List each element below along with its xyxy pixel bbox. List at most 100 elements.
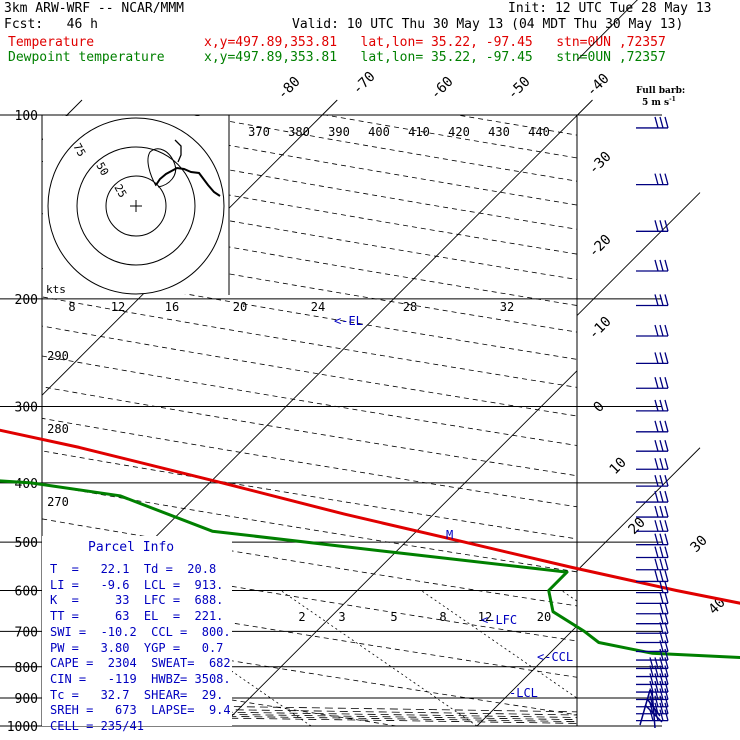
- barb-key-units-exponent: -1: [669, 96, 676, 103]
- hodograph-ring: [105, 175, 167, 237]
- wind-barb-flag: [659, 377, 664, 389]
- wind-barb: [636, 622, 669, 634]
- wind-barb-flag: [649, 665, 654, 677]
- wind-barb-flag: [654, 533, 659, 545]
- pressure-label-900: 900: [15, 692, 38, 707]
- plot-frame: [41, 114, 578, 727]
- wind-barb-flag: [659, 259, 664, 272]
- wind-barb-flag: [664, 673, 669, 685]
- init-time: Init: 12 UTC Tue 28 May 13: [508, 1, 712, 16]
- barb-key-units-value: 5 m s: [642, 98, 670, 108]
- wind-barb-flag: [664, 612, 669, 624]
- wind-barb-flag: [664, 490, 669, 503]
- wind-barb: [636, 420, 669, 433]
- annotation-el: <-EL: [334, 314, 363, 328]
- theta-label: 440: [528, 125, 550, 139]
- hodograph-trace: [147, 148, 177, 188]
- mixing-ratio-label: 16: [165, 300, 179, 314]
- pressure-label-600: 600: [15, 584, 38, 599]
- wind-barb: [636, 673, 669, 686]
- dewpoint-profile: [0, 479, 740, 659]
- hodograph-ring-label: 25: [111, 182, 129, 200]
- wind-barb-flag: [659, 533, 664, 545]
- wind-barb-flag: [664, 420, 669, 432]
- hodograph-ring: [47, 117, 225, 295]
- parcel-info-row: SREH = 673 LAPSE= 9.4: [50, 703, 231, 718]
- mixing-ratio-low-label: 20: [537, 610, 551, 624]
- isotherm-top-extension: [577, 99, 593, 116]
- temperature-profile: [0, 428, 740, 605]
- mixing-ratio-low-label: 5: [390, 610, 397, 624]
- mixing-ratio-low-label: 3: [338, 610, 345, 624]
- theta-label: 390: [328, 125, 350, 139]
- wind-barb-flag: [664, 640, 669, 652]
- dry-adiabat-360: [42, 355, 577, 446]
- dewpoint-legend-label: Dewpoint temperature: [8, 50, 165, 65]
- wind-barb: [636, 259, 669, 272]
- level-annotations: <-EL <-LFC <-CCL -LCL M: [334, 314, 573, 700]
- wind-barb-flag: [654, 680, 659, 693]
- wind-barb-flag: [664, 259, 669, 272]
- wind-barb: [636, 399, 669, 412]
- theta-label: 410: [408, 125, 430, 139]
- wind-barb: [636, 220, 669, 232]
- wind-barb-flag: [654, 546, 659, 558]
- wind-barb-flag: [659, 592, 664, 604]
- wind-barb-flag: [659, 612, 664, 624]
- sounding-profiles: [0, 428, 740, 659]
- wind-barb-flag: [664, 622, 669, 634]
- wind-barb-flag: [664, 474, 669, 487]
- wind-barb-flag: [664, 695, 669, 707]
- wind-barb-flag: [659, 648, 664, 661]
- annotation-lfc: <-LFC: [481, 613, 517, 627]
- wind-barb-flag: [654, 352, 659, 364]
- wind-barb-flag: [659, 602, 664, 614]
- wind-barb: [636, 640, 669, 653]
- parcel-info-panel: Parcel Info T = 22.1 Td = 20.8 LI = -9.6 …: [42, 536, 232, 733]
- wind-barb: [636, 294, 669, 307]
- wind-barb: [636, 440, 669, 452]
- mixing-ratio-label: 20: [233, 300, 247, 314]
- wind-barb-flag: [664, 665, 669, 677]
- dewpoint-legend-coords: x,y=497.89,353.81 lat,lon= 35.22, -97.45…: [204, 50, 666, 65]
- wind-barb-flag: [654, 440, 659, 452]
- wind-barb-flag: [664, 581, 669, 593]
- isotherm-label: -20: [586, 232, 615, 261]
- wind-barb-flag: [654, 116, 659, 129]
- theta-label: 370: [248, 125, 270, 139]
- wind-barb-flag: [654, 420, 659, 432]
- wind-barb: [636, 520, 669, 532]
- parcel-info-row: LI = -9.6 LCL = 913.: [50, 577, 224, 592]
- wind-barb-flag: [659, 474, 664, 487]
- wind-barb-flag: [654, 324, 659, 337]
- wind-barb-flag: [659, 458, 664, 470]
- wind-barb-flag: [659, 665, 664, 677]
- wind-barb-flag: [659, 294, 664, 306]
- wind-barb-flag: [664, 709, 669, 721]
- hodograph-ring-label: 50: [93, 160, 111, 178]
- wind-barb-flag: [664, 648, 669, 661]
- dry-adiabat-470: [325, 115, 577, 159]
- wind-barb: [636, 631, 669, 644]
- hodograph-ring: [76, 146, 196, 266]
- barb-key-title: Full barb:: [636, 86, 686, 96]
- wind-barb-flag: [664, 440, 669, 452]
- wind-barb-flag: [664, 220, 669, 232]
- dry-adiabat-370: [42, 325, 577, 417]
- wind-barb-flag: [654, 709, 659, 721]
- pressure-label-800: 800: [15, 661, 38, 676]
- parcel-info-row: SWI = -10.2 CCL = 800.: [50, 624, 231, 639]
- temperature-legend-coords: x,y=497.89,353.81 lat,lon= 35.22, -97.45…: [204, 35, 666, 50]
- pressure-label-700: 700: [15, 625, 38, 640]
- wind-barb: [636, 612, 669, 625]
- wind-barb-flag: [659, 324, 664, 337]
- wind-barb-flag: [654, 474, 659, 487]
- mixing-ratio-label: 12: [111, 300, 125, 314]
- wind-barb-flag: [664, 680, 669, 693]
- parcel-info-row: CAPE = 2304 SWEAT= 682: [50, 656, 231, 671]
- wind-barb: [636, 570, 669, 583]
- isotherm-top-extension: [321, 99, 338, 116]
- wind-barb-flag: [664, 657, 669, 669]
- dry-adiabat-480: [457, 115, 577, 136]
- isotherm-label: -50: [505, 74, 534, 103]
